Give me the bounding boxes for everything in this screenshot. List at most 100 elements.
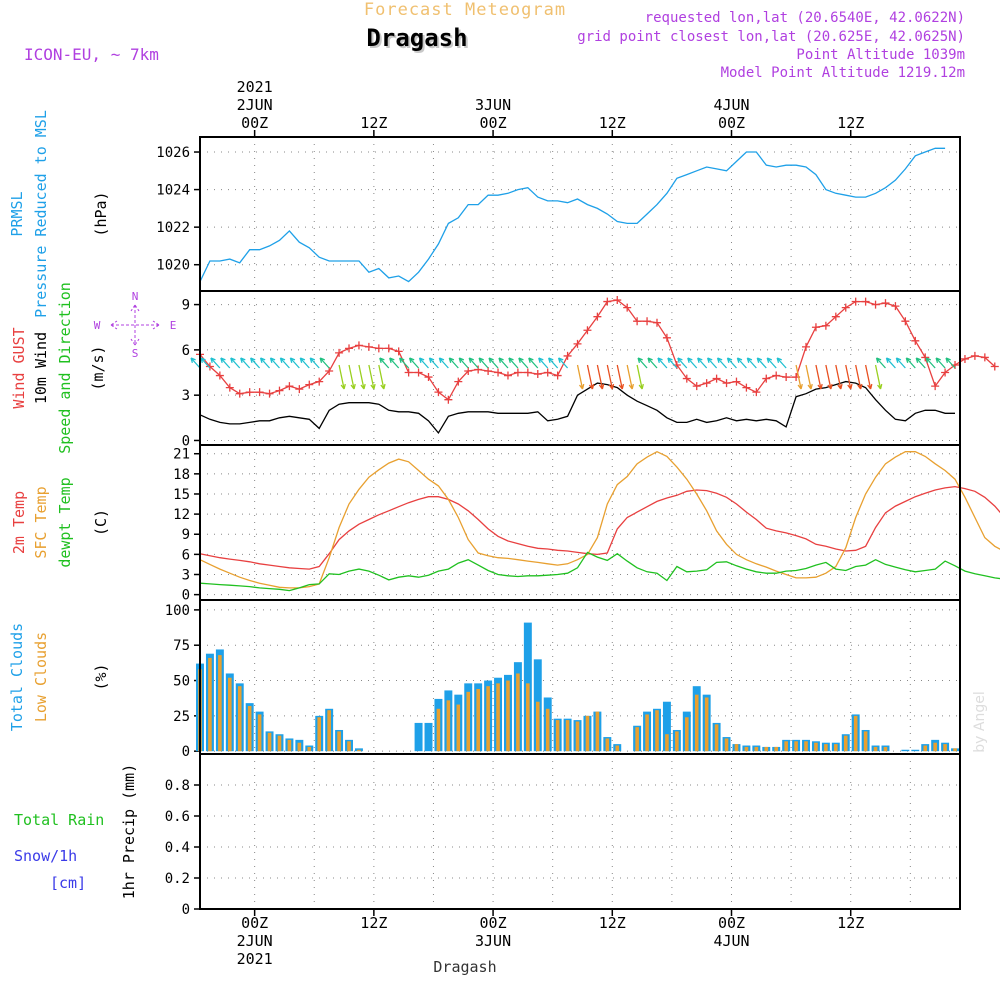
panel-label: Total Rain bbox=[14, 811, 104, 829]
cloud-bar-low bbox=[645, 714, 649, 752]
gust-marker bbox=[335, 348, 344, 357]
wind-arrow-icon bbox=[528, 357, 539, 369]
gust-marker bbox=[205, 362, 214, 371]
unit-label: (%) bbox=[92, 663, 110, 690]
cloud-bar-low bbox=[863, 731, 868, 752]
wind-arrow-icon bbox=[408, 357, 420, 369]
gust-marker bbox=[454, 377, 463, 386]
gust-marker bbox=[593, 312, 602, 321]
gust-marker bbox=[245, 388, 254, 397]
cloud-bar-low bbox=[784, 741, 788, 752]
wind-arrow-icon bbox=[319, 357, 330, 369]
cloud-bar-low bbox=[257, 714, 262, 752]
wind-arrow-icon bbox=[935, 357, 946, 369]
wind-arrow-icon bbox=[389, 357, 400, 369]
wind-arrow-icon bbox=[596, 364, 605, 390]
cloud-bar-low bbox=[267, 732, 272, 752]
gust-marker bbox=[980, 353, 989, 362]
y-tick-label: 0.6 bbox=[165, 809, 190, 825]
gust-marker bbox=[523, 368, 532, 377]
wind-arrow-icon bbox=[279, 357, 290, 369]
gust-marker bbox=[325, 367, 334, 376]
model-name: ICON-EU, ~ 7km bbox=[24, 45, 159, 64]
wind-arrow-icon bbox=[626, 364, 635, 390]
gust-marker bbox=[374, 344, 383, 353]
panel-temperature: 0 3 6 9 12 15 18 21 2m Temp SFC Temp dewpt Temp (C) bbox=[10, 445, 1000, 604]
wind-arrow-icon bbox=[269, 357, 280, 369]
gust-marker bbox=[851, 297, 860, 306]
gust-marker bbox=[692, 382, 701, 391]
info-line: Model Point Altitude 1219.12m bbox=[721, 65, 965, 81]
cloud-bar-low bbox=[804, 741, 808, 752]
wind-arrow-icon bbox=[895, 357, 906, 369]
wind-arrow-icon bbox=[289, 357, 300, 369]
wind-arrow-icon bbox=[776, 357, 787, 369]
time-label-bottom: 12Z bbox=[599, 914, 626, 932]
y-tick-label: 25 bbox=[173, 709, 190, 725]
cloud-bar-low bbox=[327, 710, 331, 752]
cloud-bar-total bbox=[911, 749, 920, 752]
gust-marker bbox=[662, 333, 671, 342]
wind-arrow-icon bbox=[925, 357, 936, 369]
gust-marker bbox=[782, 373, 791, 382]
panel-label: Snow/1h bbox=[14, 847, 77, 865]
gust-marker bbox=[682, 374, 691, 383]
time-label-top: 2021 bbox=[237, 78, 273, 96]
wind-arrow-icon bbox=[508, 357, 519, 369]
cloud-bar-low bbox=[506, 680, 510, 752]
gust-marker bbox=[434, 388, 443, 397]
y-tick-label: 100 bbox=[165, 603, 190, 619]
gust-marker bbox=[384, 344, 393, 353]
wind-arrow-icon bbox=[905, 357, 916, 369]
wind-arrow-icon bbox=[399, 357, 410, 369]
gust-marker bbox=[424, 373, 433, 382]
cloud-bar-low bbox=[744, 746, 749, 752]
y-tick-label: 21 bbox=[173, 447, 190, 463]
panel-label: [cm] bbox=[50, 874, 86, 892]
gust-marker bbox=[633, 317, 642, 326]
cloud-bar-low bbox=[675, 731, 679, 752]
wind-arrow-icon bbox=[458, 357, 469, 369]
cloud-bar-low bbox=[535, 701, 540, 752]
panel-label: Low Clouds bbox=[32, 632, 50, 722]
gust-marker bbox=[931, 382, 940, 391]
wind-arrow-icon bbox=[358, 364, 366, 390]
y-tick-label: 18 bbox=[173, 467, 190, 483]
y-tick-label: 1026 bbox=[156, 145, 190, 161]
y-tick-label: 0.2 bbox=[165, 871, 190, 887]
wind-arrow-icon bbox=[299, 357, 310, 369]
time-label-top: 00Z bbox=[480, 114, 507, 132]
y-tick-label: 3 bbox=[182, 568, 190, 584]
cloud-bar-low bbox=[208, 657, 212, 752]
y-tick-label: 9 bbox=[182, 298, 190, 314]
time-label-top: 2JUN bbox=[237, 96, 273, 114]
wind-arrow-icon bbox=[220, 357, 231, 369]
wind-arrow-icon bbox=[338, 364, 346, 390]
gust-marker bbox=[861, 297, 870, 306]
wind-arrow-icon bbox=[835, 364, 843, 390]
gust-marker bbox=[970, 351, 979, 360]
time-label-bottom: 12Z bbox=[837, 914, 864, 932]
y-tick-label: 50 bbox=[173, 674, 190, 690]
footer-station: Dragash bbox=[433, 958, 496, 976]
cloud-bar-low bbox=[814, 742, 818, 752]
cloud-bar-low bbox=[466, 691, 471, 752]
y-tick-label: 0 bbox=[182, 588, 190, 604]
gust-marker bbox=[444, 395, 453, 404]
info-line: requested lon,lat (20.6540E, 42.0622N) bbox=[645, 10, 965, 26]
panel-label: 10m Wind bbox=[32, 332, 50, 404]
cloud-bar-low bbox=[317, 717, 322, 752]
panel-pressure: 1020 1022 1024 1026 PRMSL Pressure Reduced to… bbox=[8, 110, 960, 318]
panels-group: 1020 1022 1024 1026 PRMSL Pressure Reduced to… bbox=[8, 78, 1000, 968]
wind-arrow-icon bbox=[478, 357, 489, 369]
cloud-bar-low bbox=[347, 741, 351, 752]
time-label-top: 12Z bbox=[837, 114, 864, 132]
wind-arrow-icon bbox=[616, 364, 625, 390]
gust-marker bbox=[881, 299, 890, 308]
wind-arrow-icon bbox=[687, 357, 698, 369]
cloud-bar-low bbox=[754, 746, 759, 752]
cloud-bar-low bbox=[923, 745, 928, 752]
wind-arrow-icon bbox=[864, 364, 873, 390]
time-label-bottom: 00Z bbox=[718, 914, 745, 932]
